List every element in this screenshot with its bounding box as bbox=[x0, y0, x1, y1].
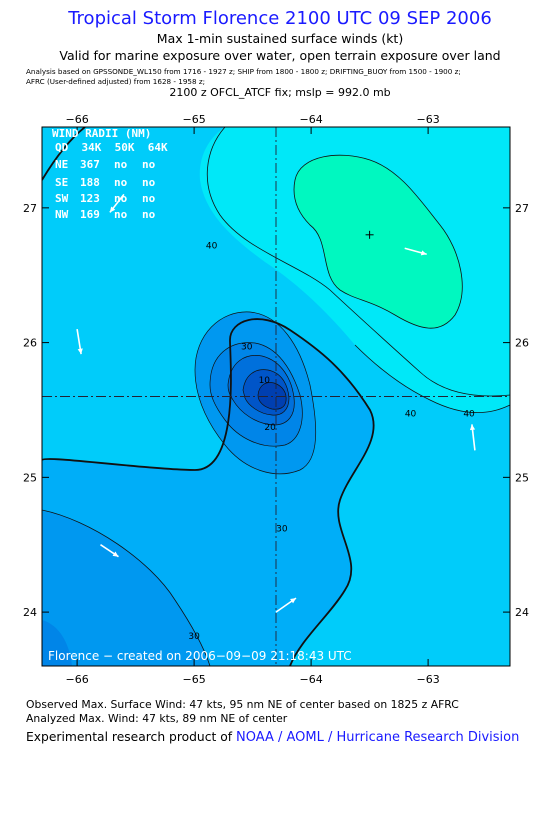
contour-line-sw bbox=[42, 509, 211, 666]
radii-64k: no bbox=[142, 192, 156, 205]
contour-field: 40 30 40 40 30 10 20 30 bbox=[42, 127, 510, 666]
x-tick-label-bottom: −64 bbox=[299, 673, 322, 686]
y-tick-label-left: 26 bbox=[23, 337, 37, 350]
y-tick-label-left: 24 bbox=[23, 606, 37, 619]
radii-quad: NW bbox=[55, 208, 69, 221]
x-tick-label-top: −65 bbox=[182, 113, 205, 126]
radii-64k: no bbox=[142, 176, 156, 189]
contour-line-30 bbox=[42, 127, 375, 666]
chart-subtitle: Max 1-min sustained surface winds (kt) bbox=[156, 31, 404, 46]
product-prefix: Experimental research product of bbox=[26, 730, 236, 744]
y-tick-label-right: 24 bbox=[515, 606, 529, 619]
radii-quad: NE bbox=[55, 158, 68, 171]
contour-label: 40 bbox=[463, 410, 475, 420]
observation-arrow bbox=[275, 597, 297, 613]
radii-34k: 188 bbox=[80, 176, 100, 189]
contour-label: 20 bbox=[264, 423, 276, 433]
observation-arrow bbox=[76, 328, 83, 355]
analysis-sources-line1: Analysis based on GPSSONDE_WL150 from 17… bbox=[26, 67, 461, 76]
contour-band-sw bbox=[42, 510, 210, 666]
x-tick-label-top: −64 bbox=[299, 113, 322, 126]
wind-radii-row: SW 123 no no bbox=[55, 192, 156, 205]
x-tick-label-top: −66 bbox=[65, 113, 88, 126]
validity-note: Valid for marine exposure over water, op… bbox=[59, 48, 501, 63]
contour-label: 40 bbox=[206, 241, 218, 251]
contour-line-40 bbox=[206, 127, 510, 397]
contour-label: 30 bbox=[188, 632, 200, 642]
wind-radii-row: NE 367 no no bbox=[55, 158, 156, 171]
y-tick-label-right: 25 bbox=[515, 471, 529, 484]
x-tick-label-bottom: −66 bbox=[65, 673, 88, 686]
radii-quad: SE bbox=[55, 176, 68, 189]
x-tick-label-bottom: −63 bbox=[416, 673, 439, 686]
y-tick-label-right: 27 bbox=[515, 202, 529, 215]
radii-50k: no bbox=[114, 176, 128, 189]
fix-info: 2100 z OFCL_ATCF fix; mslp = 992.0 mb bbox=[169, 86, 391, 99]
contour-line-40-east bbox=[354, 344, 510, 413]
observed-max-wind: Observed Max. Surface Wind: 47 kts, 95 n… bbox=[26, 698, 459, 711]
wind-radii-table: WIND RADII (NM) QD 34K 50K 64K NE 367 no… bbox=[52, 127, 168, 221]
y-tick-label-left: 27 bbox=[23, 202, 37, 215]
wind-radii-row: NW 169 no no bbox=[55, 208, 156, 221]
max-wind-marker bbox=[365, 230, 374, 239]
observation-arrows bbox=[76, 193, 476, 613]
x-tick-label-top: −63 bbox=[416, 113, 439, 126]
radii-64k: no bbox=[142, 158, 156, 171]
x-tick-label-bottom: −65 bbox=[182, 673, 205, 686]
radii-50k: no bbox=[114, 158, 128, 171]
wind-radii-title: WIND RADII (NM) bbox=[52, 127, 151, 140]
max-wind-region bbox=[293, 155, 463, 329]
radii-quad: SW bbox=[55, 192, 69, 205]
wind-radii-row: SE 188 no no bbox=[55, 176, 156, 189]
chart-credit: Florence − created on 2006−09−09 21:18:4… bbox=[48, 649, 352, 663]
inner-ring-lines bbox=[194, 311, 317, 475]
contour-label: 30 bbox=[276, 524, 288, 534]
analysis-sources-line2: AFRC (User-defined adjusted) from 1628 -… bbox=[26, 77, 206, 86]
contour-line-max bbox=[293, 154, 463, 329]
contour-labels: 40 30 40 40 30 10 20 30 bbox=[188, 241, 475, 642]
analyzed-max-wind: Analyzed Max. Wind: 47 kts, 89 nm NE of … bbox=[26, 712, 288, 725]
observation-arrow bbox=[100, 544, 119, 558]
radii-50k: no bbox=[114, 192, 128, 205]
observation-arrow bbox=[404, 247, 427, 256]
contour-label: 30 bbox=[241, 342, 253, 352]
hrd-link[interactable]: NOAA / AOML / Hurricane Research Divisio… bbox=[235, 730, 520, 745]
wind-radii-header: QD 34K 50K 64K bbox=[55, 141, 168, 154]
radii-34k: 123 bbox=[80, 192, 100, 205]
contour-band-sw-deep bbox=[42, 620, 72, 666]
radii-34k: 169 bbox=[80, 208, 100, 221]
y-tick-label-right: 26 bbox=[515, 337, 529, 350]
radii-50k: no bbox=[114, 208, 128, 221]
radii-64k: no bbox=[142, 208, 156, 221]
axis-ticks bbox=[42, 127, 510, 666]
observation-arrow bbox=[109, 193, 125, 213]
plot-frame bbox=[41, 126, 511, 667]
axis-tick-labels: −66 −66 −65 −65 −64 −64 −63 −63 24 24 25 25 26 26 27 27 bbox=[23, 113, 529, 686]
y-tick-label-left: 25 bbox=[23, 471, 37, 484]
contour-label: 40 bbox=[405, 410, 417, 420]
chart-title: Tropical Storm Florence 2100 UTC 09 SEP … bbox=[68, 8, 492, 29]
observation-arrow bbox=[469, 424, 476, 451]
product-credit: Experimental research product of NOAA / … bbox=[26, 730, 519, 745]
contour-label: 10 bbox=[259, 376, 271, 386]
contour-ring-core bbox=[258, 382, 287, 410]
radii-34k: 367 bbox=[80, 158, 100, 171]
